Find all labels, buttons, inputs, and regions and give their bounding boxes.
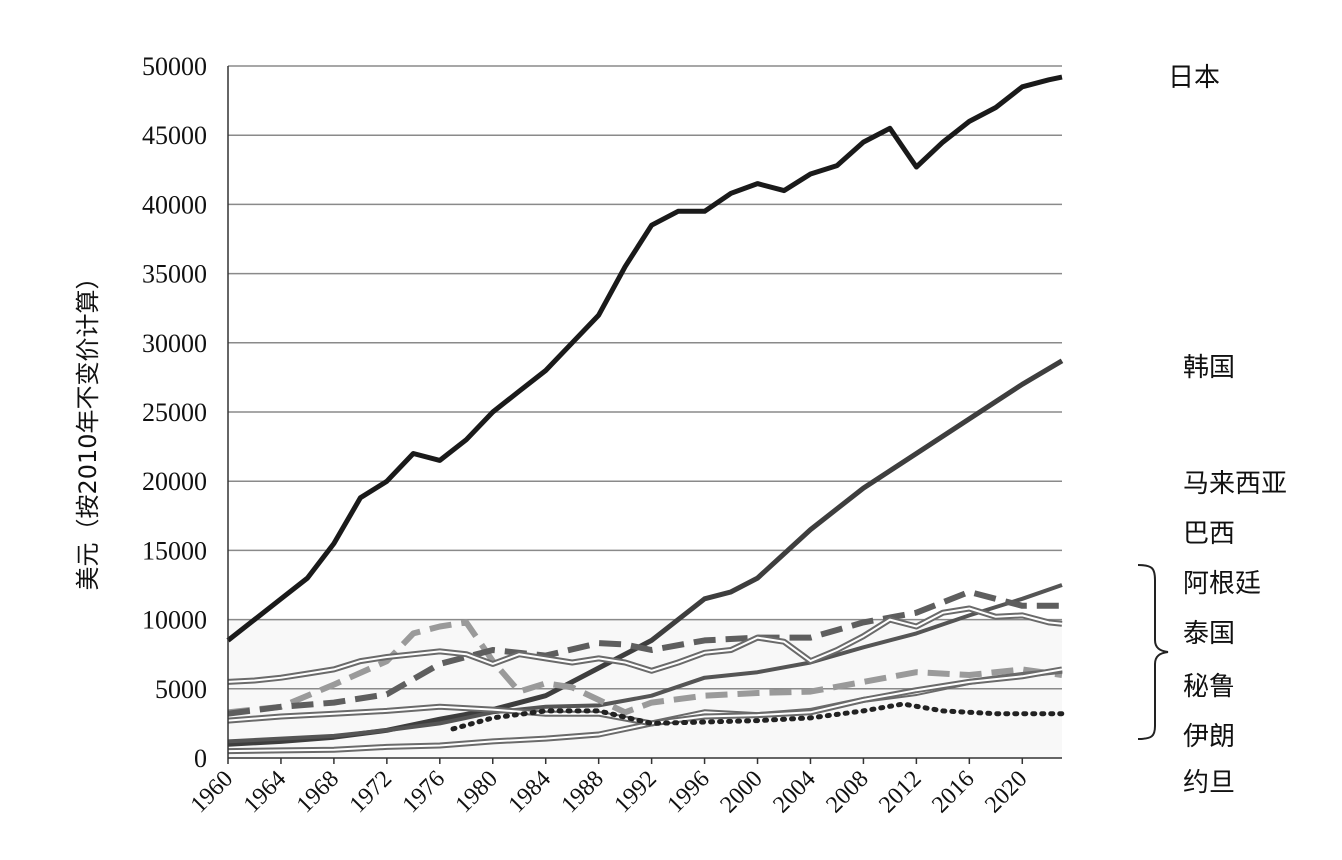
y-tick-label: 10000 [142, 606, 207, 635]
y-tick-label: 40000 [142, 190, 207, 219]
x-tick-label: 1980 [451, 766, 503, 818]
legend-label-brazil: 巴西 [1183, 519, 1235, 549]
x-tick-label: 1984 [504, 766, 556, 818]
y-tick-label: 35000 [142, 260, 207, 289]
x-tick-label: 1964 [239, 766, 291, 818]
y-tick-label: 50000 [142, 52, 207, 81]
legend-label-peru: 秘鲁 [1183, 672, 1235, 702]
x-tick-label: 1988 [557, 766, 609, 818]
legend: 日本 韩国 马来西亚 巴西 阿根廷 泰国 秘鲁 伊朗 约旦 [1137, 63, 1287, 798]
legend-label-iran: 伊朗 [1183, 722, 1235, 752]
series-lines [226, 74, 1065, 755]
x-tick-label: 2012 [874, 766, 926, 818]
x-tick-label: 2004 [768, 766, 820, 818]
x-tick-label: 1968 [292, 766, 344, 818]
x-tick-label: 2020 [980, 766, 1032, 818]
series-line [227, 583, 1063, 744]
y-tick-label: 0 [194, 744, 207, 773]
x-tick-label: 2016 [927, 766, 979, 818]
series-line [227, 619, 1063, 716]
series-line-inner [227, 607, 1063, 683]
y-tick-label: 20000 [142, 467, 207, 496]
series-line [227, 588, 1062, 717]
y-tick-label: 5000 [155, 675, 207, 704]
x-tick-label: 1972 [345, 766, 397, 818]
gridlines [228, 65, 1062, 690]
x-tick-label: 1960 [186, 766, 238, 818]
x-tick-label: 1992 [610, 766, 662, 818]
x-tick-label: 2008 [821, 766, 873, 818]
y-tick-label: 25000 [142, 398, 207, 427]
y-tick-label: 45000 [142, 121, 207, 150]
legend-label-thailand: 泰国 [1183, 619, 1235, 649]
legend-bracket [1137, 564, 1169, 740]
x-tick-label: 2000 [715, 766, 767, 818]
x-tick-label: 1976 [398, 766, 450, 818]
legend-label-argentina: 阿根廷 [1183, 569, 1261, 599]
y-axis-label: 美元（按2010年不变价计算） [74, 265, 102, 590]
y-tick-label: 30000 [142, 329, 207, 358]
y-tick-label: 15000 [142, 536, 207, 565]
legend-label-japan: 日本 [1168, 63, 1220, 93]
series-line [226, 74, 1063, 643]
legend-label-malaysia: 马来西亚 [1183, 469, 1287, 499]
legend-label-korea: 韩国 [1183, 353, 1235, 383]
legend-label-jordan: 约旦 [1183, 768, 1235, 798]
series-line [450, 701, 1065, 732]
x-tick-label: 1996 [662, 766, 714, 818]
